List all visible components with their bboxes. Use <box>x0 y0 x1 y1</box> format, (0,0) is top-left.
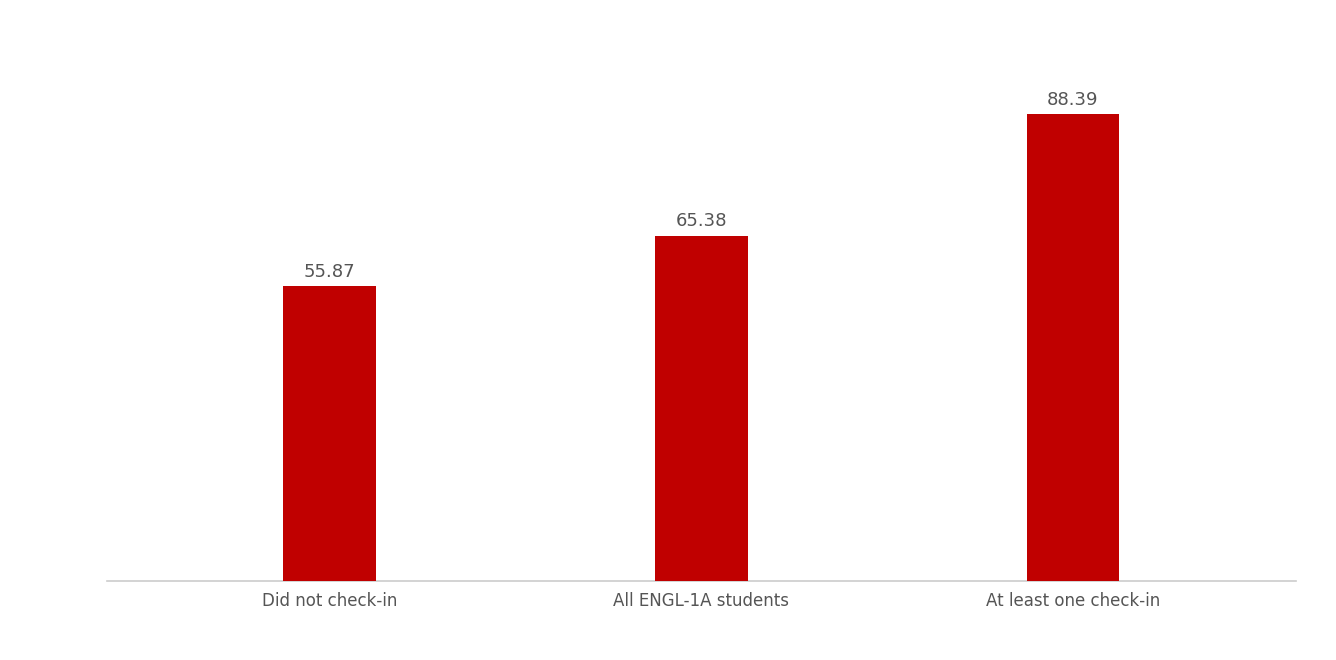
Bar <box>655 236 748 581</box>
Text: 65.38: 65.38 <box>676 213 727 230</box>
Bar <box>1026 114 1120 581</box>
Bar <box>283 286 377 581</box>
Text: 88.39: 88.39 <box>1047 91 1098 109</box>
Text: 55.87: 55.87 <box>305 263 355 280</box>
